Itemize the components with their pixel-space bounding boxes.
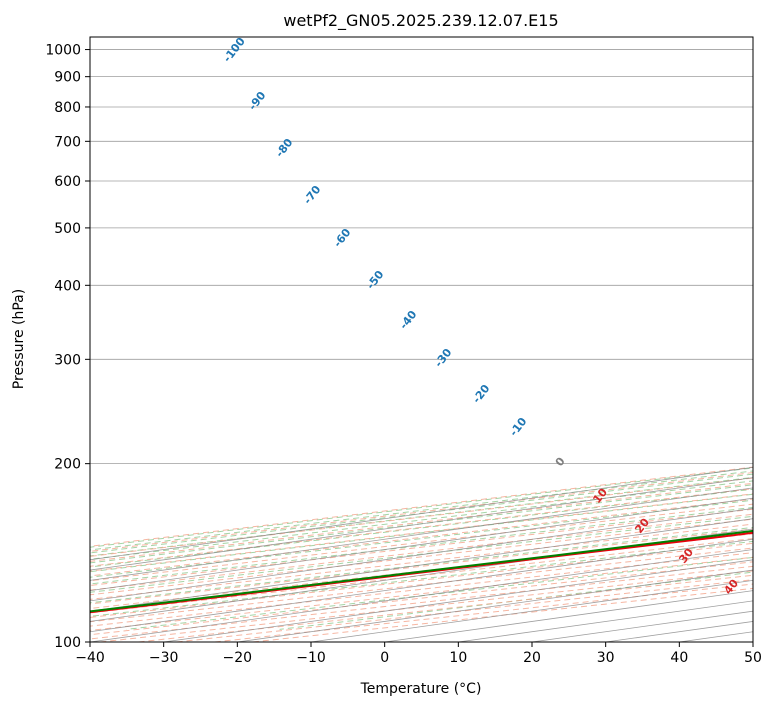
y-axis-label: Pressure (hPa) [11, 289, 27, 389]
plot-frame [89, 36, 754, 643]
isotherm-gridline [90, 497, 753, 592]
isotherm-gridline [90, 487, 753, 581]
y-tick-label: 200 [54, 457, 81, 473]
x-tick-label: 30 [597, 650, 615, 666]
x-tick-label: 0 [380, 650, 389, 666]
y-tick-label: 700 [54, 134, 81, 150]
isotherm-gridline [90, 466, 753, 561]
sounding-series [90, 529, 753, 614]
x-tick-label: −10 [296, 650, 326, 666]
y-tick-label: 100 [54, 635, 81, 651]
x-tick-label: 10 [449, 650, 467, 666]
isotherm-gridline [90, 538, 753, 633]
isobar-gridlines [90, 49, 753, 642]
y-tick-label: 800 [54, 100, 81, 116]
isotherm-gridline [90, 508, 753, 602]
y-tick-label: 500 [54, 221, 81, 237]
isotherm-gridline [90, 518, 753, 612]
plot-area: -100-90-80-70-60-50-40-30-20-10010203040… [90, 37, 753, 642]
y-tick-label: 400 [54, 278, 81, 294]
x-tick-label: −20 [223, 650, 253, 666]
x-tick-label: −40 [75, 650, 105, 666]
y-tick-label: 1000 [45, 43, 81, 59]
y-axis: 100 200 300 400 500 600 700 800 900 1000 [45, 43, 90, 651]
x-tick-label: 20 [523, 650, 541, 666]
y-tick-label: 300 [54, 352, 81, 368]
dewpoint-line [90, 529, 753, 613]
x-axis-label: Temperature (°C) [360, 681, 482, 697]
chart-title: wetPf2_GN05.2025.239.12.07.E15 [283, 11, 558, 31]
y-tick-label: 600 [54, 174, 81, 190]
x-axis: −40 −30 −20 −10 0 10 20 30 40 50 [75, 642, 762, 666]
isotherm-gridline [90, 477, 753, 571]
x-tick-label: 50 [744, 650, 762, 666]
x-tick-label: 40 [670, 650, 688, 666]
y-tick-label: 900 [54, 70, 81, 86]
x-tick-label: −30 [149, 650, 179, 666]
